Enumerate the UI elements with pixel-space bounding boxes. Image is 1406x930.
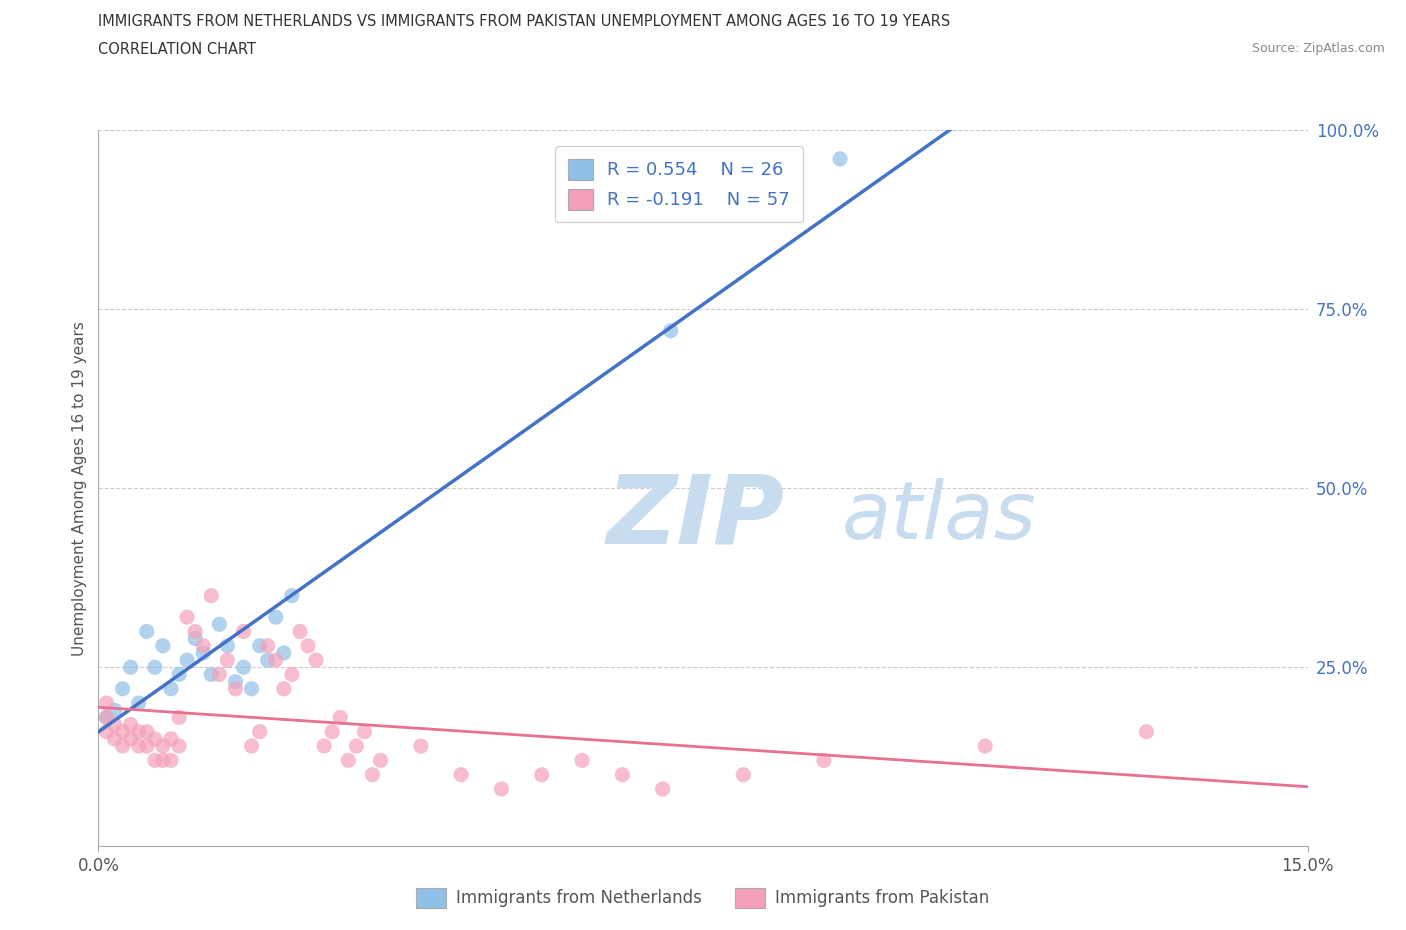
- Point: [297, 638, 319, 653]
- Point: [659, 324, 682, 339]
- Text: ZIP: ZIP: [606, 471, 785, 564]
- Point: [111, 682, 134, 697]
- Point: [249, 638, 271, 653]
- Point: [240, 682, 263, 697]
- Point: [273, 645, 295, 660]
- Text: IMMIGRANTS FROM NETHERLANDS VS IMMIGRANTS FROM PAKISTAN UNEMPLOYMENT AMONG AGES : IMMIGRANTS FROM NETHERLANDS VS IMMIGRANT…: [98, 14, 950, 29]
- Point: [240, 738, 263, 753]
- Point: [530, 767, 553, 782]
- Point: [128, 696, 150, 711]
- Point: [193, 638, 215, 653]
- Point: [167, 710, 190, 724]
- Point: [264, 653, 287, 668]
- Text: atlas: atlas: [842, 478, 1036, 556]
- Point: [96, 710, 118, 724]
- Point: [103, 717, 125, 732]
- Point: [143, 732, 166, 747]
- Point: [135, 624, 157, 639]
- Point: [337, 753, 360, 768]
- Point: [217, 638, 239, 653]
- Point: [135, 724, 157, 739]
- Point: [152, 753, 174, 768]
- Point: [128, 724, 150, 739]
- Point: [96, 724, 118, 739]
- Point: [281, 589, 304, 604]
- Point: [974, 738, 997, 753]
- Point: [813, 753, 835, 768]
- Point: [208, 667, 231, 682]
- Point: [167, 738, 190, 753]
- Point: [224, 674, 246, 689]
- Point: [143, 660, 166, 675]
- Point: [288, 624, 311, 639]
- Point: [828, 152, 851, 166]
- Point: [321, 724, 343, 739]
- Point: [184, 631, 207, 646]
- Point: [344, 738, 367, 753]
- Text: Source: ZipAtlas.com: Source: ZipAtlas.com: [1251, 42, 1385, 55]
- Point: [176, 653, 198, 668]
- Point: [491, 781, 513, 796]
- Point: [249, 724, 271, 739]
- Point: [232, 660, 254, 675]
- Point: [160, 753, 183, 768]
- Point: [103, 703, 125, 718]
- Point: [733, 767, 755, 782]
- Point: [256, 638, 278, 653]
- Point: [217, 653, 239, 668]
- Point: [200, 589, 222, 604]
- Point: [200, 667, 222, 682]
- Point: [176, 610, 198, 625]
- Point: [651, 781, 673, 796]
- Point: [120, 717, 142, 732]
- Point: [160, 732, 183, 747]
- Point: [353, 724, 375, 739]
- Point: [361, 767, 384, 782]
- Point: [1135, 724, 1157, 739]
- Point: [120, 660, 142, 675]
- Legend: R = 0.554    N = 26, R = -0.191    N = 57: R = 0.554 N = 26, R = -0.191 N = 57: [555, 146, 803, 222]
- Point: [143, 753, 166, 768]
- Point: [135, 738, 157, 753]
- Point: [571, 753, 593, 768]
- Point: [184, 624, 207, 639]
- Text: CORRELATION CHART: CORRELATION CHART: [98, 42, 256, 57]
- Legend: Immigrants from Netherlands, Immigrants from Pakistan: Immigrants from Netherlands, Immigrants …: [409, 882, 997, 914]
- Point: [329, 710, 352, 724]
- Point: [160, 682, 183, 697]
- Point: [167, 667, 190, 682]
- Y-axis label: Unemployment Among Ages 16 to 19 years: Unemployment Among Ages 16 to 19 years: [72, 321, 87, 656]
- Point: [281, 667, 304, 682]
- Point: [96, 696, 118, 711]
- Point: [96, 710, 118, 724]
- Point: [193, 645, 215, 660]
- Point: [273, 682, 295, 697]
- Point: [128, 738, 150, 753]
- Point: [103, 732, 125, 747]
- Point: [224, 682, 246, 697]
- Point: [305, 653, 328, 668]
- Point: [370, 753, 392, 768]
- Point: [450, 767, 472, 782]
- Point: [256, 653, 278, 668]
- Point: [111, 738, 134, 753]
- Point: [120, 732, 142, 747]
- Point: [612, 767, 634, 782]
- Point: [314, 738, 336, 753]
- Point: [208, 617, 231, 631]
- Point: [232, 624, 254, 639]
- Point: [152, 738, 174, 753]
- Point: [264, 610, 287, 625]
- Point: [111, 724, 134, 739]
- Point: [152, 638, 174, 653]
- Point: [409, 738, 432, 753]
